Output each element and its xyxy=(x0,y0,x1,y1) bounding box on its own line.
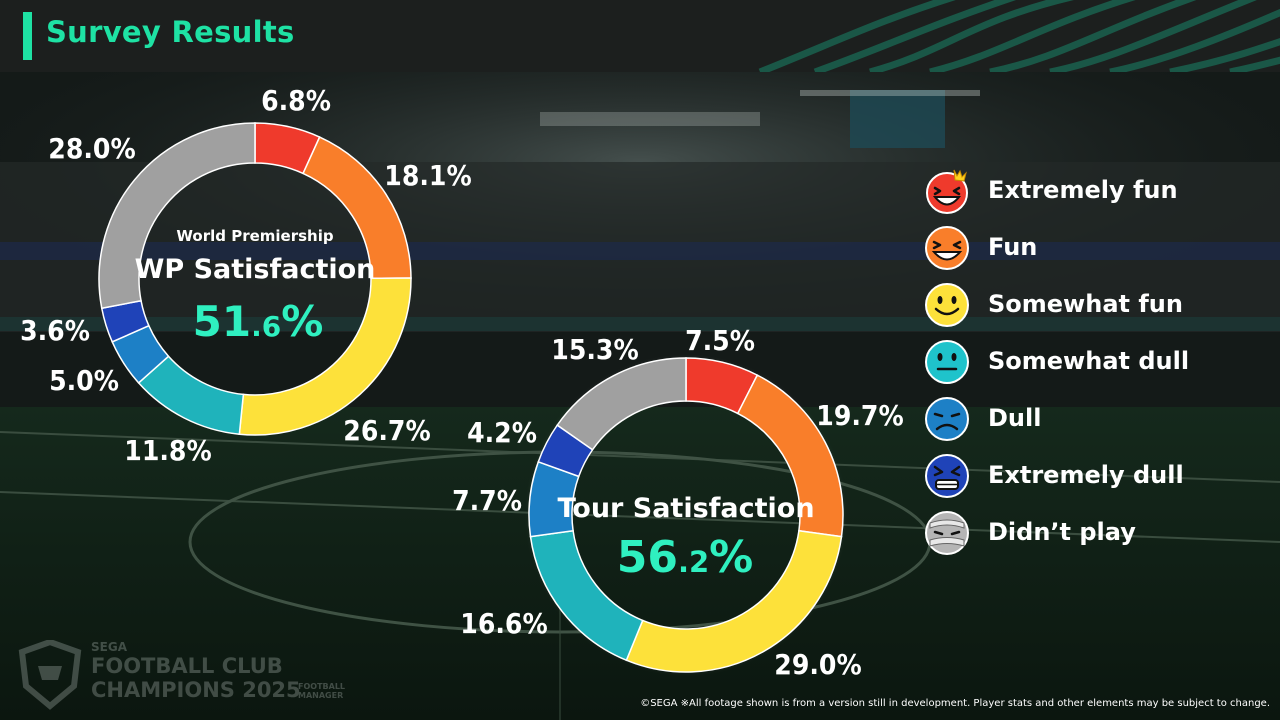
header-accent-bar xyxy=(23,12,32,60)
legend-item-didnt-play: Didn’t play xyxy=(922,508,1272,558)
data-label: 15.3% xyxy=(551,333,638,366)
data-label: 7.7% xyxy=(452,484,522,517)
distressed-face-icon xyxy=(925,454,969,498)
wp-satisfaction-chart: 6.8% 18.1% 26.7% 11.8% 5.0% 3.6% 28.0% World P… xyxy=(20,84,472,467)
donut-slice-didnt-play xyxy=(98,122,256,310)
data-label: 7.5% xyxy=(685,324,755,357)
brand-title-line1: FOOTBALL CLUB xyxy=(91,654,283,678)
legend-label: Didn’t play xyxy=(988,518,1136,546)
tour-chart-title: Tour Satisfaction xyxy=(557,493,814,524)
brand-sega: SEGA xyxy=(91,640,127,654)
tour-satisfaction-value: 56.2% xyxy=(617,532,754,583)
data-label: 16.6% xyxy=(460,607,547,640)
legend-label: Extremely fun xyxy=(988,176,1178,204)
page-title: Survey Results xyxy=(46,15,295,49)
donut-slice-somewhat-fun xyxy=(238,277,412,436)
neutral-face-icon xyxy=(925,340,969,384)
data-label: 26.7% xyxy=(343,414,430,447)
legend-item-somewhat-fun: Somewhat fun xyxy=(922,280,1272,330)
wp-satisfaction-value: 51.6% xyxy=(193,297,324,346)
legend-label: Somewhat dull xyxy=(988,347,1190,375)
laughing-crown-face-icon xyxy=(926,169,968,214)
donut-slice-didnt-play xyxy=(556,357,687,451)
smiling-face-icon xyxy=(925,283,969,327)
legend-item-fun: Fun xyxy=(922,223,1272,273)
legend-label: Somewhat fun xyxy=(988,290,1183,318)
frowning-face-icon xyxy=(925,397,969,441)
game-logo: SEGA FOOTBALL CLUB CHAMPIONS 2025 FOOTBA… xyxy=(18,636,358,714)
bandaged-face-icon xyxy=(925,511,969,555)
legend-item-extremely-dull: Extremely dull xyxy=(922,451,1272,501)
wp-chart-subtitle: World Premiership xyxy=(176,227,333,245)
legend-label: Extremely dull xyxy=(988,461,1184,489)
data-label: 29.0% xyxy=(774,648,861,681)
data-label: 3.6% xyxy=(20,314,90,347)
data-label: 5.0% xyxy=(49,364,119,397)
data-label: 28.0% xyxy=(48,132,135,165)
grinning-face-icon xyxy=(925,226,969,270)
legend-label: Fun xyxy=(988,233,1038,261)
header-bar: Survey Results xyxy=(0,0,1280,72)
wp-chart-title: WP Satisfaction xyxy=(135,254,376,285)
shield-logo-icon xyxy=(18,640,82,710)
tour-satisfaction-chart: 7.5% 19.7% 29.0% 16.6% 7.7% 4.2% 15.3% Tour Sa… xyxy=(452,324,904,681)
legend-item-extremely-fun: Extremely fun xyxy=(922,166,1272,216)
legend-label: Dull xyxy=(988,404,1042,432)
wave-pattern-decoration xyxy=(758,0,1280,72)
copyright-notice: ©SEGA ※All footage shown is from a versi… xyxy=(640,698,1270,709)
data-label: 18.1% xyxy=(384,159,471,192)
data-label: 19.7% xyxy=(816,399,903,432)
brand-title-line2: CHAMPIONS 2025 xyxy=(91,678,301,702)
data-label: 4.2% xyxy=(467,416,537,449)
legend-item-dull: Dull xyxy=(922,394,1272,444)
legend-item-somewhat-dull: Somewhat dull xyxy=(922,337,1272,387)
brand-football-manager: FOOTBALL MANAGER xyxy=(298,682,346,700)
data-label: 11.8% xyxy=(124,434,211,467)
data-label: 6.8% xyxy=(261,84,331,117)
